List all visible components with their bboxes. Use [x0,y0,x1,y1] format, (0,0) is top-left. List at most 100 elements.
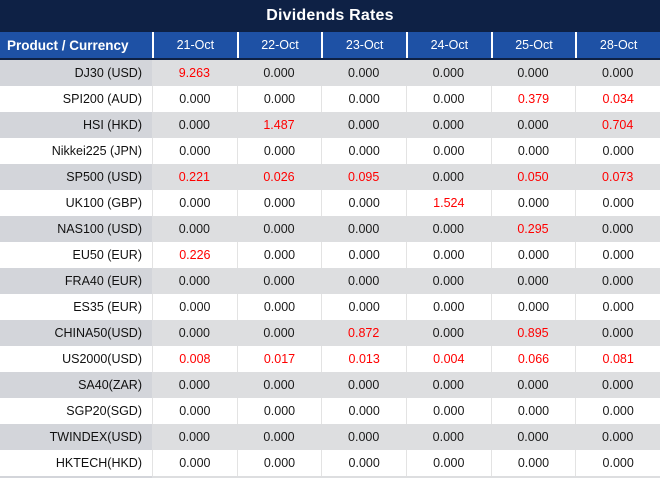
value-cell: 0.017 [236,346,322,372]
value-cell: 0.000 [405,112,491,138]
value-cell [575,476,660,478]
table-row: ES35 (EUR) 0.000 0.000 0.000 0.000 0.000 0.000 [0,294,660,320]
value-cell: 0.000 [575,60,660,86]
value-cell: 0.000 [405,60,491,86]
product-cell: SA40(ZAR) [0,372,152,398]
value-cell: 0.000 [575,242,660,268]
value-cell: 0.000 [321,268,406,294]
value-cell: 0.704 [575,112,660,138]
product-cell: EU50 (EUR) [0,242,152,268]
value-cell: 0.000 [575,372,660,398]
value-cell: 0.000 [405,138,491,164]
value-cell: 0.000 [236,190,322,216]
product-cell: TWINDEX(USD) [0,424,152,450]
value-cell: 0.000 [321,138,406,164]
value-cell: 0.000 [236,242,322,268]
value-cell: 0.000 [321,372,406,398]
value-cell: 0.000 [405,268,491,294]
value-cell [152,476,237,478]
value-cell: 0.000 [405,86,491,112]
value-cell: 0.081 [575,346,660,372]
value-cell: 0.000 [321,60,406,86]
value-cell: 0.000 [575,268,660,294]
date-header: 21-Oct [152,32,237,58]
value-cell: 0.026 [236,164,322,190]
product-cell: ES35 (EUR) [0,294,152,320]
date-header: 22-Oct [236,32,322,58]
product-cell: SP500 (USD) [0,164,152,190]
table-row: TWINDEX(USD) 0.000 0.000 0.000 0.000 0.000 0.0… [0,424,660,450]
product-cell: Nikkei225 (JPN) [0,138,152,164]
table-row-partial [0,476,660,478]
table-row: CHINA50(USD) 0.000 0.000 0.872 0.000 0.895 0.0… [0,320,660,346]
value-cell: 0.034 [575,86,660,112]
table-body: DJ30 (USD) 9.263 0.000 0.000 0.000 0.000 0.000… [0,60,660,478]
value-cell: 1.524 [405,190,491,216]
value-cell: 0.000 [321,216,406,242]
value-cell: 0.000 [236,398,322,424]
table-row: SPI200 (AUD) 0.000 0.000 0.000 0.000 0.379 0.0… [0,86,660,112]
value-cell: 0.000 [490,372,576,398]
table-row: DJ30 (USD) 9.263 0.000 0.000 0.000 0.000 0.000 [0,60,660,86]
product-cell: NAS100 (USD) [0,216,152,242]
value-cell: 0.295 [490,216,576,242]
value-cell: 0.872 [321,320,406,346]
title-bar: Dividends Rates [0,0,660,32]
product-cell: SPI200 (AUD) [0,86,152,112]
value-cell: 0.000 [236,138,322,164]
table-row: EU50 (EUR) 0.226 0.000 0.000 0.000 0.000 0.000 [0,242,660,268]
value-cell: 0.000 [236,294,322,320]
value-cell: 0.000 [152,216,237,242]
value-cell: 0.000 [490,294,576,320]
value-cell: 0.000 [152,294,237,320]
value-cell: 0.000 [575,294,660,320]
value-cell: 0.000 [575,190,660,216]
value-cell: 0.000 [152,372,237,398]
table-row: SGP20(SGD) 0.000 0.000 0.000 0.000 0.000 0.000 [0,398,660,424]
value-cell: 0.000 [321,242,406,268]
value-cell: 0.379 [490,86,576,112]
value-cell: 0.000 [152,424,237,450]
value-cell: 0.008 [152,346,237,372]
date-header: 24-Oct [405,32,491,58]
value-cell: 0.013 [321,346,406,372]
product-cell: US2000(USD) [0,346,152,372]
value-cell: 9.263 [152,60,237,86]
value-cell: 0.000 [490,190,576,216]
value-cell: 0.000 [152,112,237,138]
value-cell: 0.000 [152,268,237,294]
value-cell: 0.000 [405,320,491,346]
value-cell: 0.000 [490,424,576,450]
value-cell: 0.073 [575,164,660,190]
value-cell: 0.000 [321,450,406,476]
value-cell: 0.226 [152,242,237,268]
date-header: 25-Oct [490,32,576,58]
value-cell: 0.000 [405,242,491,268]
value-cell: 0.050 [490,164,576,190]
value-cell: 0.000 [321,424,406,450]
value-cell: 0.000 [321,398,406,424]
value-cell: 0.000 [575,450,660,476]
value-cell: 0.000 [405,424,491,450]
value-cell: 0.000 [405,164,491,190]
value-cell: 0.000 [405,294,491,320]
table-row: UK100 (GBP) 0.000 0.000 0.000 1.524 0.000 0.00… [0,190,660,216]
product-cell: UK100 (GBP) [0,190,152,216]
product-currency-header: Product / Currency [7,37,129,53]
value-cell: 0.895 [490,320,576,346]
value-cell: 0.000 [490,138,576,164]
value-cell: 0.000 [575,320,660,346]
table-row: HKTECH(HKD) 0.000 0.000 0.000 0.000 0.000 0.00… [0,450,660,476]
date-header: 23-Oct [321,32,406,58]
value-cell: 0.000 [575,398,660,424]
value-cell: 0.221 [152,164,237,190]
value-cell: 0.000 [152,450,237,476]
value-cell: 0.000 [490,268,576,294]
table-row: HSI (HKD) 0.000 1.487 0.000 0.000 0.000 0.704 [0,112,660,138]
value-cell: 0.000 [405,450,491,476]
value-cell: 0.000 [321,190,406,216]
value-cell: 0.000 [236,268,322,294]
product-cell [0,476,152,478]
value-cell: 1.487 [236,112,322,138]
